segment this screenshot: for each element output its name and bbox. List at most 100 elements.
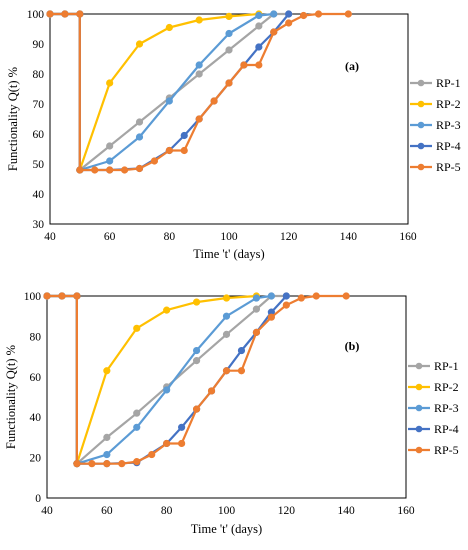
x-tick-label: 40 bbox=[44, 231, 56, 243]
data-point bbox=[342, 292, 350, 300]
series-rp-3 bbox=[46, 10, 278, 174]
legend-swatch-marker bbox=[417, 163, 425, 171]
x-tick-label: 140 bbox=[340, 231, 358, 243]
x-axis-title: Time 't' (days) bbox=[191, 522, 262, 536]
data-point bbox=[192, 298, 201, 306]
data-point bbox=[282, 301, 290, 309]
data-point bbox=[73, 292, 81, 300]
data-point bbox=[106, 142, 114, 150]
y-tick-label: 80 bbox=[30, 331, 42, 343]
y-tick-label: 60 bbox=[30, 372, 42, 384]
data-point bbox=[163, 386, 171, 394]
data-point bbox=[255, 22, 263, 30]
data-point bbox=[225, 29, 233, 38]
x-tick-label: 80 bbox=[164, 231, 176, 243]
legend-label: RP-2 bbox=[434, 380, 459, 394]
data-point bbox=[252, 328, 261, 336]
y-tick-label: 80 bbox=[33, 69, 45, 81]
data-point bbox=[195, 115, 203, 123]
x-tick-label: 160 bbox=[397, 505, 415, 517]
x-tick-label: 160 bbox=[399, 231, 417, 243]
data-point bbox=[192, 357, 201, 365]
legend-label: RP-1 bbox=[434, 359, 459, 373]
data-point bbox=[135, 164, 144, 173]
plot-area-frame bbox=[46, 295, 407, 499]
legend-swatch-marker bbox=[415, 383, 423, 391]
data-point bbox=[195, 16, 203, 24]
y-axis-title: Functionality Q(t) % bbox=[4, 345, 18, 449]
data-point bbox=[252, 294, 261, 302]
data-point bbox=[135, 40, 144, 48]
legend-swatch-marker bbox=[417, 79, 425, 87]
data-point bbox=[222, 367, 231, 375]
data-point bbox=[163, 306, 171, 314]
series-line bbox=[47, 294, 347, 465]
data-point bbox=[222, 330, 231, 338]
legend-label: RP-3 bbox=[434, 401, 459, 415]
y-tick-label: 70 bbox=[33, 99, 45, 111]
data-point bbox=[76, 10, 84, 18]
data-point bbox=[61, 10, 69, 18]
data-point bbox=[225, 46, 233, 54]
data-point bbox=[285, 10, 293, 18]
legend: RP-1 RP-2 RP-3 RP-4 RP-5 bbox=[410, 76, 461, 174]
data-point bbox=[133, 324, 141, 332]
series-line bbox=[47, 294, 257, 465]
data-point bbox=[297, 294, 305, 302]
data-point bbox=[195, 70, 203, 78]
x-tick-label: 100 bbox=[220, 231, 238, 243]
data-point bbox=[165, 146, 173, 155]
x-tick-label: 80 bbox=[161, 505, 173, 517]
data-point bbox=[163, 439, 171, 448]
x-tick-label: 60 bbox=[101, 505, 113, 517]
data-point bbox=[267, 313, 275, 321]
data-point bbox=[165, 97, 173, 105]
x-tick-label: 60 bbox=[104, 231, 116, 243]
legend-label: RP-2 bbox=[436, 97, 461, 111]
legend-label: RP-1 bbox=[436, 76, 461, 90]
legend-label: RP-4 bbox=[436, 139, 461, 153]
data-point bbox=[207, 387, 216, 395]
legend-swatch-marker bbox=[417, 142, 425, 150]
y-tick-label: 40 bbox=[30, 412, 42, 424]
plot-area-frame bbox=[49, 13, 409, 225]
data-point bbox=[267, 292, 275, 300]
data-point bbox=[73, 460, 81, 468]
data-point bbox=[135, 118, 144, 126]
x-tick-label: 120 bbox=[278, 505, 296, 517]
data-point bbox=[148, 450, 156, 459]
data-point bbox=[255, 43, 263, 51]
data-point bbox=[255, 11, 263, 20]
legend-label: RP-5 bbox=[436, 160, 461, 174]
data-point bbox=[103, 367, 111, 375]
data-point bbox=[43, 292, 51, 300]
data-point bbox=[192, 346, 201, 355]
y-tick-label: 30 bbox=[33, 219, 45, 231]
legend-swatch-marker bbox=[415, 404, 423, 412]
data-point bbox=[222, 294, 231, 302]
y-tick-label: 100 bbox=[24, 291, 42, 303]
data-point bbox=[133, 458, 141, 466]
data-point bbox=[76, 166, 84, 174]
data-point bbox=[222, 312, 231, 320]
data-point bbox=[150, 157, 159, 165]
data-point bbox=[192, 405, 201, 413]
y-axis-title: Functionality Q(t) % bbox=[6, 67, 20, 171]
data-point bbox=[91, 166, 99, 174]
data-point bbox=[255, 61, 263, 69]
data-point bbox=[225, 79, 233, 87]
y-tick-label: 20 bbox=[30, 453, 42, 465]
data-point bbox=[252, 305, 261, 313]
data-point bbox=[133, 423, 141, 431]
x-tick-label: 40 bbox=[41, 505, 53, 517]
legend-swatch-marker bbox=[415, 425, 423, 433]
y-tick-label: 0 bbox=[35, 493, 41, 505]
data-point bbox=[180, 146, 188, 155]
data-point bbox=[237, 346, 246, 355]
panel-b: 40 60 80 100 120 140 160 0 20 40 60 80 100 Time 't' (… bbox=[4, 291, 459, 536]
y-tick-label: 40 bbox=[33, 189, 45, 201]
data-point bbox=[88, 460, 96, 468]
panel-label: (b) bbox=[345, 339, 360, 353]
legend-label: RP-4 bbox=[434, 422, 459, 436]
